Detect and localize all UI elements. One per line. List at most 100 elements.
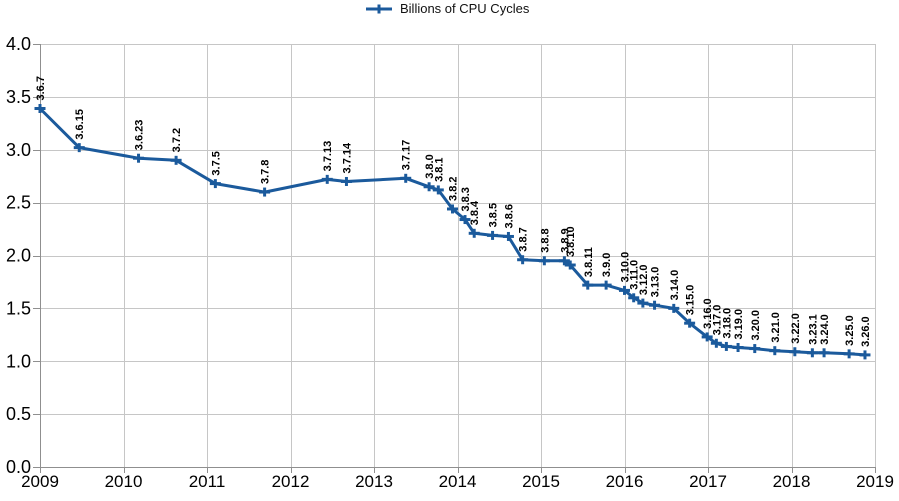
- data-point-marker: [789, 347, 801, 357]
- legend-label: Billions of CPU Cycles: [400, 1, 530, 16]
- data-point-marker: [701, 332, 713, 342]
- data-point-label: 3.8.5: [488, 203, 500, 227]
- data-point-label: 3.8.3: [460, 187, 472, 211]
- y-tick-label: 3.0: [6, 140, 31, 160]
- x-tick-label: 2014: [439, 472, 477, 491]
- data-point-marker: [732, 343, 744, 353]
- data-point-marker: [619, 285, 630, 295]
- data-point-label: 3.8.4: [469, 200, 481, 225]
- y-tick-label: 4.0: [6, 34, 31, 54]
- x-tick-label: 2010: [105, 472, 143, 491]
- data-point-marker: [720, 341, 732, 351]
- x-tick-label: 2018: [773, 472, 811, 491]
- data-point-marker: [73, 143, 85, 153]
- data-point-marker: [637, 298, 649, 308]
- y-tick-label: 1.0: [6, 351, 31, 371]
- data-point-marker: [600, 280, 612, 290]
- data-point-label: 3.23.1: [807, 314, 819, 345]
- data-point-label: 3.8.6: [503, 204, 515, 228]
- data-point-label: 3.8.1: [433, 157, 445, 181]
- data-point-label: 3.8.7: [518, 227, 530, 251]
- data-point-label: 3.8.2: [447, 177, 459, 201]
- data-point-label: 3.7.14: [341, 142, 353, 173]
- data-point-marker: [459, 215, 471, 225]
- data-point-label: 3.6.15: [74, 109, 86, 140]
- data-point-marker: [423, 182, 435, 192]
- legend-line-marker-icon: [366, 4, 392, 13]
- chart-legend: Billions of CPU Cycles: [365, 1, 529, 16]
- data-point-marker: [133, 153, 145, 163]
- data-point-marker: [843, 349, 855, 359]
- x-tick-label: 2011: [189, 472, 226, 491]
- data-point-label: 3.6.7: [35, 76, 47, 100]
- data-point-label: 3.9.0: [601, 253, 613, 277]
- data-point-label: 3.12.0: [638, 264, 650, 295]
- data-point-label: 3.11.0: [629, 260, 641, 290]
- data-point-marker: [859, 350, 871, 360]
- data-point-marker: [710, 338, 722, 348]
- data-point-marker: [321, 174, 333, 184]
- data-point-label: 3.7.8: [260, 160, 272, 184]
- data-point-marker: [170, 155, 182, 165]
- y-tick-label: 1.5: [6, 298, 31, 318]
- data-point-label: 3.14.0: [669, 270, 681, 301]
- x-tick-label: 2015: [522, 472, 560, 491]
- x-tick-label: 2016: [606, 472, 644, 491]
- data-point-marker: [432, 185, 444, 195]
- x-tick-label: 2019: [856, 472, 894, 491]
- x-tick-label: 2013: [355, 472, 393, 491]
- data-point-marker: [684, 318, 696, 328]
- data-point-label: 3.8.9: [559, 228, 571, 252]
- data-point-marker: [468, 228, 480, 238]
- data-point-label: 3.8.0: [424, 154, 436, 178]
- data-point-marker: [446, 204, 458, 214]
- data-point-marker: [487, 230, 499, 240]
- data-point-marker: [649, 300, 661, 310]
- y-tick-label: 2.0: [6, 246, 31, 266]
- data-point-marker: [340, 176, 352, 186]
- data-point-marker: [400, 173, 412, 183]
- data-point-marker: [806, 348, 818, 358]
- y-tick-label: 3.5: [6, 87, 31, 107]
- x-tick-label: 2009: [21, 472, 59, 491]
- data-point-label: 3.24.0: [819, 314, 831, 345]
- data-point-marker: [769, 346, 781, 356]
- data-point-label: 3.21.0: [770, 312, 782, 343]
- data-point-marker: [259, 187, 271, 197]
- data-point-marker: [538, 256, 550, 266]
- data-point-label: 3.20.0: [750, 310, 762, 341]
- data-point-label: 3.8.10: [565, 226, 577, 257]
- x-tick-label: 2012: [272, 472, 310, 491]
- y-tick-label: 0.5: [6, 404, 31, 424]
- data-point-label: 3.22.0: [790, 313, 802, 344]
- data-point-label: 3.7.5: [210, 151, 222, 175]
- data-point-marker: [582, 280, 594, 290]
- data-point-marker: [564, 260, 576, 270]
- data-point-marker: [502, 231, 514, 241]
- data-point-marker: [818, 348, 830, 358]
- data-point-marker: [668, 303, 680, 313]
- data-point-marker: [34, 104, 46, 114]
- data-point-marker: [517, 255, 529, 265]
- data-point-label: 3.18.0: [721, 308, 733, 339]
- data-point-label: 3.16.0: [702, 298, 714, 329]
- data-point-marker: [558, 256, 570, 266]
- data-point-label: 3.25.0: [844, 315, 856, 346]
- data-point-label: 3.13.0: [650, 267, 662, 298]
- data-point-label: 3.17.0: [711, 305, 723, 336]
- data-point-label: 3.7.13: [322, 141, 334, 172]
- data-point-label: 3.7.2: [171, 128, 183, 152]
- data-point-label: 3.8.8: [539, 228, 551, 252]
- data-point-label: 3.26.0: [860, 316, 872, 347]
- data-point-marker: [628, 293, 640, 303]
- data-point-label: 3.6.23: [134, 120, 146, 151]
- y-tick-label: 2.5: [6, 193, 31, 213]
- data-point-label: 3.10.0: [620, 252, 632, 283]
- data-point-label: 3.8.11: [583, 247, 595, 277]
- data-point-marker: [749, 344, 761, 354]
- data-point-label: 3.19.0: [733, 309, 745, 340]
- data-point-marker: [209, 179, 221, 189]
- y-tick-label: 0.0: [6, 457, 31, 477]
